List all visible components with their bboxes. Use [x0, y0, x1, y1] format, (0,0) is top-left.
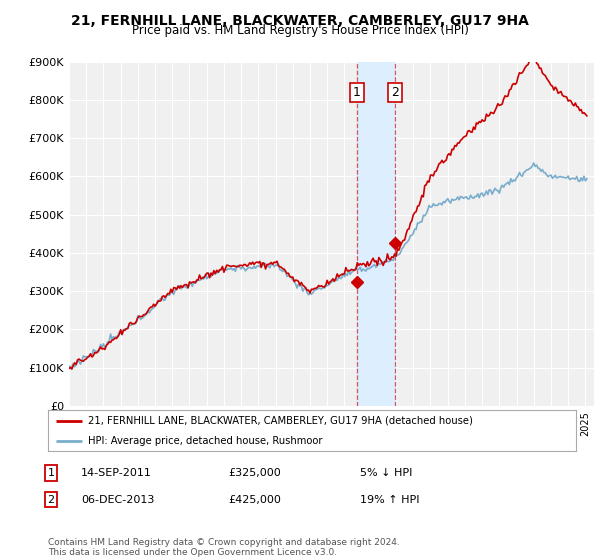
Text: 06-DEC-2013: 06-DEC-2013 [81, 494, 154, 505]
Text: 21, FERNHILL LANE, BLACKWATER, CAMBERLEY, GU17 9HA: 21, FERNHILL LANE, BLACKWATER, CAMBERLEY… [71, 14, 529, 28]
Text: Price paid vs. HM Land Registry's House Price Index (HPI): Price paid vs. HM Land Registry's House … [131, 24, 469, 36]
Text: 2: 2 [47, 494, 55, 505]
Text: 1: 1 [353, 86, 361, 99]
Text: 1: 1 [47, 468, 55, 478]
Text: 14-SEP-2011: 14-SEP-2011 [81, 468, 152, 478]
Text: £325,000: £325,000 [228, 468, 281, 478]
Text: 19% ↑ HPI: 19% ↑ HPI [360, 494, 419, 505]
Text: 5% ↓ HPI: 5% ↓ HPI [360, 468, 412, 478]
Text: 2: 2 [391, 86, 398, 99]
Bar [356, 62, 395, 406]
Text: £425,000: £425,000 [228, 494, 281, 505]
Text: 21, FERNHILL LANE, BLACKWATER, CAMBERLEY, GU17 9HA (detached house): 21, FERNHILL LANE, BLACKWATER, CAMBERLEY… [88, 416, 472, 426]
Text: Contains HM Land Registry data © Crown copyright and database right 2024.
This d: Contains HM Land Registry data © Crown c… [48, 538, 400, 557]
Text: HPI: Average price, detached house, Rushmoor: HPI: Average price, detached house, Rush… [88, 436, 322, 446]
